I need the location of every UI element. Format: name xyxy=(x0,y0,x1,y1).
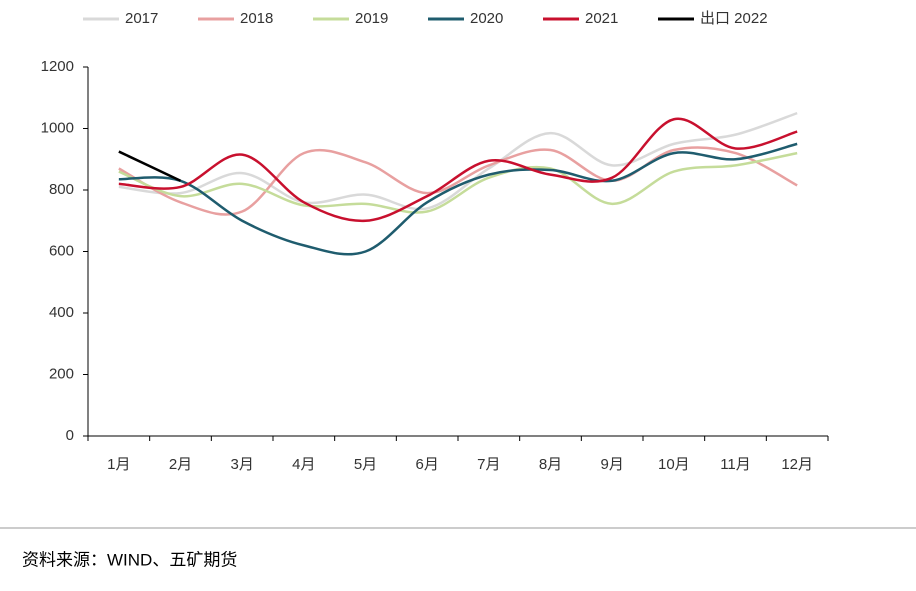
y-tick-label: 1000 xyxy=(41,119,74,136)
x-tick-label: 3月 xyxy=(230,456,253,473)
legend-label: 2021 xyxy=(585,10,618,27)
series-line xyxy=(118,111,798,211)
x-tick-label: 1月 xyxy=(107,456,130,473)
series-line xyxy=(118,150,182,182)
series-line xyxy=(118,146,798,216)
x-tick-label: 7月 xyxy=(477,456,500,473)
legend-label: 2018 xyxy=(240,10,273,27)
legend-label: 出口 2022 xyxy=(700,10,768,27)
y-tick-label: 1200 xyxy=(41,58,74,75)
series-line xyxy=(118,142,798,256)
x-tick-label: 5月 xyxy=(354,456,377,473)
y-tick-label: 400 xyxy=(49,304,74,321)
x-tick-label: 6月 xyxy=(415,456,438,473)
legend-label: 2017 xyxy=(125,10,158,27)
series-line xyxy=(118,151,798,214)
legend-label: 2020 xyxy=(470,10,503,27)
y-tick-label: 800 xyxy=(49,181,74,198)
x-tick-label: 10月 xyxy=(658,456,690,473)
y-tick-label: 0 xyxy=(66,427,74,444)
legend-label: 2019 xyxy=(355,10,388,27)
x-tick-label: 4月 xyxy=(292,456,315,473)
series-line xyxy=(118,117,798,223)
source-note: 资料来源：WIND、五矿期货 xyxy=(22,550,237,569)
y-tick-label: 600 xyxy=(49,242,74,259)
x-tick-label: 2月 xyxy=(169,456,192,473)
x-tick-label: 12月 xyxy=(781,456,813,473)
x-tick-label: 9月 xyxy=(600,456,623,473)
x-tick-label: 11月 xyxy=(720,456,751,473)
x-tick-label: 8月 xyxy=(539,456,562,473)
y-tick-label: 200 xyxy=(49,365,74,382)
